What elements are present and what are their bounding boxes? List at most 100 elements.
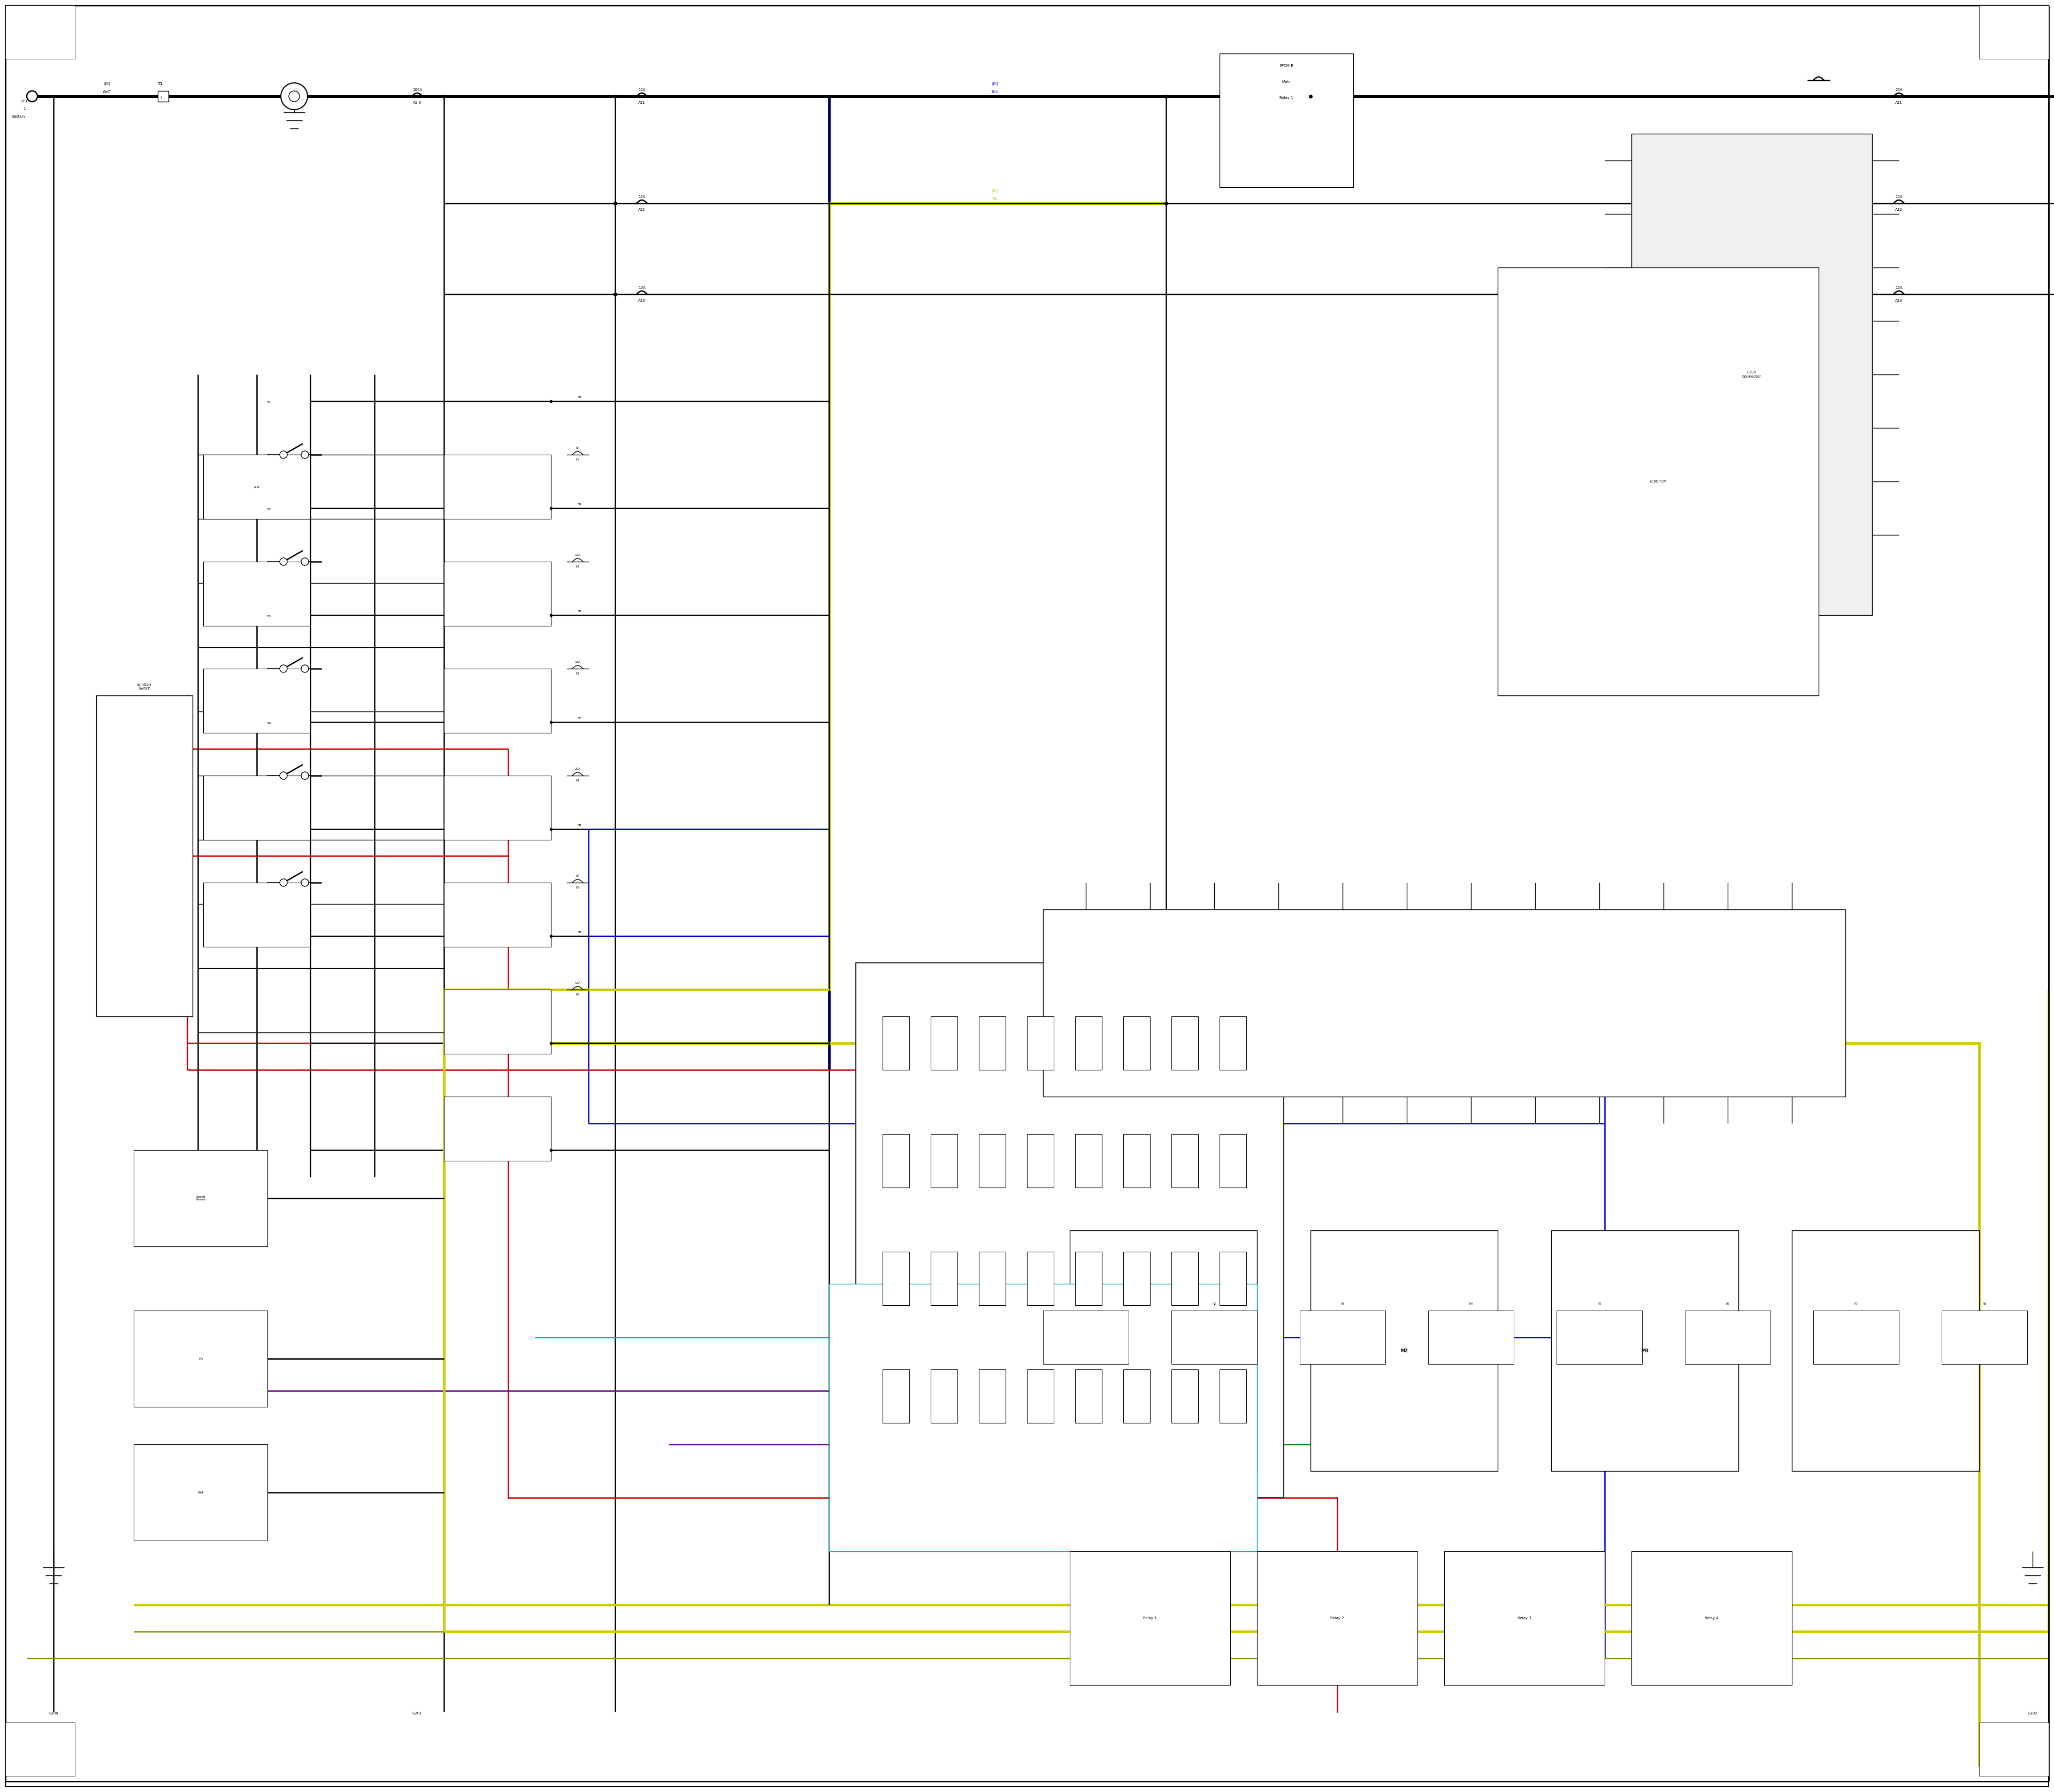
Bar — [1027, 1369, 1054, 1423]
Bar — [1074, 1016, 1101, 1070]
Text: 10A: 10A — [1896, 287, 1902, 289]
Bar — [1043, 1310, 1128, 1364]
Text: C200
Connector: C200 Connector — [1742, 371, 1762, 378]
Bar — [1220, 1369, 1247, 1423]
Text: F3: F3 — [575, 672, 579, 676]
Text: [El]: [El] — [992, 82, 998, 86]
Bar — [980, 1016, 1006, 1070]
Text: Relay 1: Relay 1 — [1280, 97, 1294, 100]
Bar — [203, 455, 310, 520]
Text: 10A: 10A — [639, 287, 645, 289]
Circle shape — [279, 665, 288, 672]
Text: MAP: MAP — [197, 1491, 203, 1495]
Text: F6: F6 — [575, 993, 579, 996]
Text: Main: Main — [1282, 81, 1290, 84]
Bar — [444, 989, 550, 1054]
Bar — [1631, 1552, 1791, 1684]
Bar — [1220, 1134, 1247, 1188]
Bar — [444, 1097, 550, 1161]
Text: 1: 1 — [160, 95, 162, 99]
Text: T1: T1 — [158, 82, 162, 86]
Bar — [883, 1369, 910, 1423]
Text: [El]: [El] — [992, 188, 998, 192]
Bar — [444, 668, 550, 733]
Bar — [1220, 1016, 1247, 1070]
Bar — [1980, 5, 2048, 59]
Bar — [980, 1134, 1006, 1188]
Text: A29: A29 — [639, 299, 645, 303]
Circle shape — [279, 557, 288, 566]
Text: 15A: 15A — [575, 661, 581, 663]
Text: Relay 2: Relay 2 — [1331, 1616, 1343, 1620]
Bar — [1027, 1253, 1054, 1305]
Bar — [1124, 1134, 1150, 1188]
Text: G202: G202 — [2027, 1711, 2038, 1715]
Text: [El]: [El] — [105, 82, 111, 86]
Bar — [1791, 1231, 1980, 1471]
Circle shape — [279, 878, 288, 887]
Bar — [1070, 1552, 1230, 1684]
Bar — [1497, 267, 1818, 695]
Bar — [1814, 1310, 1898, 1364]
Circle shape — [302, 878, 308, 887]
Text: BLU: BLU — [992, 90, 998, 93]
Text: Ignition
Switch: Ignition Switch — [138, 683, 152, 690]
Text: A1-6: A1-6 — [413, 100, 421, 104]
Text: N8: N8 — [577, 824, 581, 826]
Text: N9: N9 — [577, 930, 581, 934]
Bar — [1074, 1134, 1101, 1188]
Bar — [1300, 1310, 1384, 1364]
Text: N7: N7 — [577, 717, 581, 719]
Bar — [158, 91, 168, 102]
Bar — [1124, 1253, 1150, 1305]
Text: 15A: 15A — [1896, 195, 1902, 199]
Bar — [1557, 1310, 1641, 1364]
Bar — [1428, 1310, 1514, 1364]
Text: 10A: 10A — [575, 554, 581, 556]
Bar — [97, 695, 193, 1016]
Bar — [1043, 909, 1844, 1097]
Text: R2: R2 — [1212, 1303, 1216, 1305]
Text: (+): (+) — [21, 99, 27, 102]
Bar — [1171, 1134, 1197, 1188]
Bar — [1220, 1253, 1247, 1305]
Text: A32: A32 — [1896, 208, 1902, 211]
Text: N5: N5 — [577, 504, 581, 505]
Bar — [1551, 1231, 1738, 1471]
Circle shape — [279, 772, 288, 780]
Text: S/W: S/W — [255, 486, 259, 487]
Text: M3: M3 — [1641, 1348, 1649, 1353]
Text: B2: B2 — [267, 509, 271, 511]
Text: F4: F4 — [575, 780, 579, 781]
Bar — [6, 1722, 74, 1776]
Bar — [980, 1253, 1006, 1305]
Bar — [857, 962, 1284, 1498]
Bar — [444, 776, 550, 840]
Text: 5A: 5A — [575, 446, 579, 450]
Bar — [203, 776, 310, 840]
Text: F5: F5 — [575, 887, 579, 889]
Text: ECM/PCM: ECM/PCM — [1649, 480, 1668, 484]
Text: R7: R7 — [1855, 1303, 1859, 1305]
Bar — [1074, 1369, 1101, 1423]
Text: R1: R1 — [1085, 1303, 1089, 1305]
Text: M2: M2 — [1401, 1348, 1407, 1353]
Bar — [1027, 1016, 1054, 1070]
Circle shape — [302, 665, 308, 672]
Text: FPCM-R: FPCM-R — [1280, 65, 1294, 68]
Text: Battery: Battery — [12, 115, 25, 118]
Text: R8: R8 — [1982, 1303, 1986, 1305]
Text: 15A: 15A — [639, 88, 645, 91]
Text: R6: R6 — [1725, 1303, 1729, 1305]
Circle shape — [290, 91, 300, 102]
Bar — [830, 1283, 1257, 1552]
Circle shape — [27, 91, 37, 102]
Bar — [1124, 1369, 1150, 1423]
Text: R5: R5 — [1598, 1303, 1602, 1305]
Bar — [1027, 1134, 1054, 1188]
Bar — [1257, 1552, 1417, 1684]
Bar — [444, 561, 550, 625]
Text: YEL: YEL — [992, 197, 998, 201]
Text: Speed
Sensor: Speed Sensor — [195, 1195, 205, 1201]
Text: G200: G200 — [49, 1711, 58, 1715]
